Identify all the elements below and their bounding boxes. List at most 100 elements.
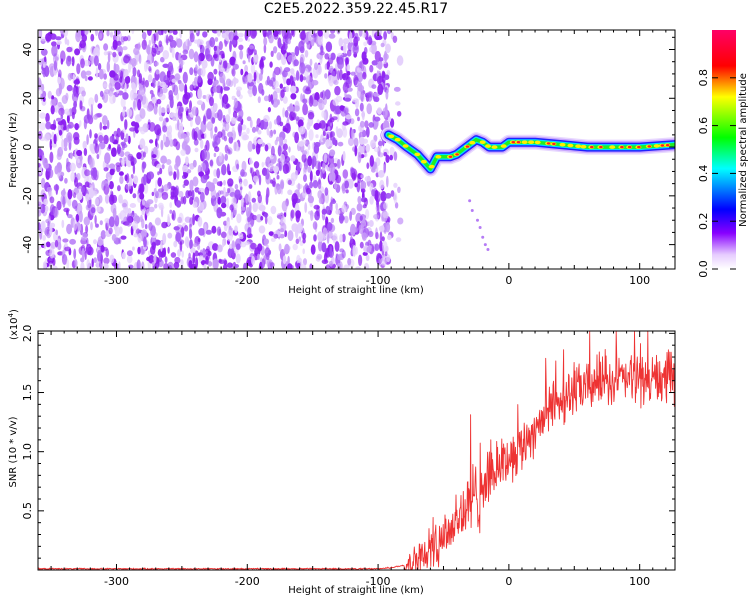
noise-blob bbox=[303, 258, 307, 266]
noise-blob bbox=[129, 203, 137, 208]
noise-blob bbox=[86, 134, 89, 146]
noise-blob bbox=[163, 75, 169, 84]
noise-blob bbox=[100, 230, 106, 240]
noise-blob bbox=[108, 144, 111, 150]
noise-blob bbox=[57, 120, 64, 126]
noise-blob bbox=[155, 179, 158, 190]
noise-blob bbox=[154, 61, 159, 67]
noise-blob bbox=[206, 44, 210, 50]
noise-blob bbox=[271, 99, 274, 105]
noise-blob bbox=[345, 189, 349, 194]
noise-blob bbox=[74, 259, 78, 267]
noise-blob bbox=[268, 79, 274, 87]
noise-blob bbox=[234, 183, 239, 190]
noise-blob bbox=[232, 63, 239, 70]
noise-blob bbox=[206, 108, 212, 120]
noise-blob bbox=[336, 262, 342, 269]
noise-blob bbox=[249, 30, 257, 39]
scatter-dot bbox=[468, 199, 472, 203]
noise-blob bbox=[248, 55, 251, 63]
noise-blob bbox=[374, 116, 381, 122]
noise-blob bbox=[70, 171, 76, 182]
noise-blob bbox=[338, 37, 344, 47]
noise-blob bbox=[75, 30, 81, 43]
noise-blob bbox=[380, 257, 387, 266]
noise-blob bbox=[195, 30, 199, 34]
noise-blob bbox=[322, 103, 325, 109]
noise-blob bbox=[295, 238, 300, 245]
track-core-yellow bbox=[402, 144, 409, 148]
noise-blob bbox=[154, 203, 158, 209]
noise-blob bbox=[219, 190, 224, 195]
noise-blob bbox=[93, 47, 100, 59]
noise-blob bbox=[342, 121, 349, 126]
noise-blob bbox=[361, 110, 365, 121]
noise-blob bbox=[220, 231, 227, 239]
noise-blob bbox=[175, 200, 182, 208]
noise-blob bbox=[281, 56, 287, 65]
noise-blob bbox=[153, 253, 157, 264]
noise-blob bbox=[251, 255, 256, 266]
noise-blob bbox=[126, 255, 133, 264]
noise-blob bbox=[97, 103, 103, 109]
noise-blob bbox=[187, 38, 190, 51]
noise-blob bbox=[148, 39, 151, 47]
noise-blob bbox=[226, 229, 233, 242]
noise-blob bbox=[187, 190, 193, 197]
noise-blob bbox=[130, 89, 135, 101]
noise-blob bbox=[88, 97, 95, 107]
noise-blob bbox=[167, 165, 173, 177]
noise-blob bbox=[93, 257, 97, 263]
noise-blob bbox=[268, 34, 274, 44]
noise-blob bbox=[154, 124, 162, 136]
noise-blob bbox=[216, 226, 222, 236]
noise-blob bbox=[146, 104, 154, 112]
noise-blob bbox=[246, 127, 250, 135]
noise-blob bbox=[336, 114, 340, 123]
noise-blob bbox=[38, 246, 41, 251]
noise-blob bbox=[278, 243, 282, 252]
noise-blob bbox=[177, 249, 181, 257]
noise-blob bbox=[123, 69, 129, 77]
noise-blob bbox=[49, 222, 56, 228]
noise-blob bbox=[383, 228, 387, 234]
noise-blob bbox=[115, 133, 119, 145]
noise-blob bbox=[89, 158, 94, 168]
noise-blob bbox=[244, 64, 249, 73]
noise-blob bbox=[47, 221, 50, 229]
noise-blob bbox=[394, 202, 399, 209]
noise-blob bbox=[188, 260, 193, 269]
noise-blob bbox=[168, 125, 173, 135]
noise-blob bbox=[183, 135, 190, 144]
noise-blob bbox=[383, 164, 386, 174]
noise-blob bbox=[317, 240, 323, 252]
noise-blob bbox=[66, 114, 70, 124]
noise-blob bbox=[368, 122, 375, 128]
noise-blob bbox=[276, 186, 282, 195]
noise-blob bbox=[126, 250, 133, 257]
noise-blob bbox=[288, 146, 291, 153]
noise-blob bbox=[134, 114, 142, 123]
noise-blob bbox=[219, 180, 223, 187]
noise-blob bbox=[95, 67, 99, 79]
noise-blob bbox=[151, 47, 157, 57]
noise-blob bbox=[357, 196, 362, 204]
noise-blob bbox=[276, 52, 282, 61]
noise-blob bbox=[108, 216, 115, 228]
track-core-yellow bbox=[394, 137, 401, 142]
track-core-red bbox=[627, 145, 632, 149]
colorbar-tick-label: 0.8 bbox=[697, 69, 710, 87]
noise-blob bbox=[189, 179, 194, 192]
track-core-red bbox=[647, 145, 652, 148]
noise-blob bbox=[160, 155, 168, 164]
noise-blob bbox=[49, 247, 55, 259]
noise-blob bbox=[335, 209, 341, 215]
noise-blob bbox=[43, 162, 50, 169]
noise-blob bbox=[103, 73, 107, 80]
noise-blob bbox=[109, 93, 116, 105]
noise-blob bbox=[122, 202, 127, 208]
noise-blob bbox=[137, 246, 141, 255]
noise-blob bbox=[205, 245, 211, 256]
snr-frame bbox=[37, 330, 676, 571]
noise-blob bbox=[328, 33, 336, 39]
